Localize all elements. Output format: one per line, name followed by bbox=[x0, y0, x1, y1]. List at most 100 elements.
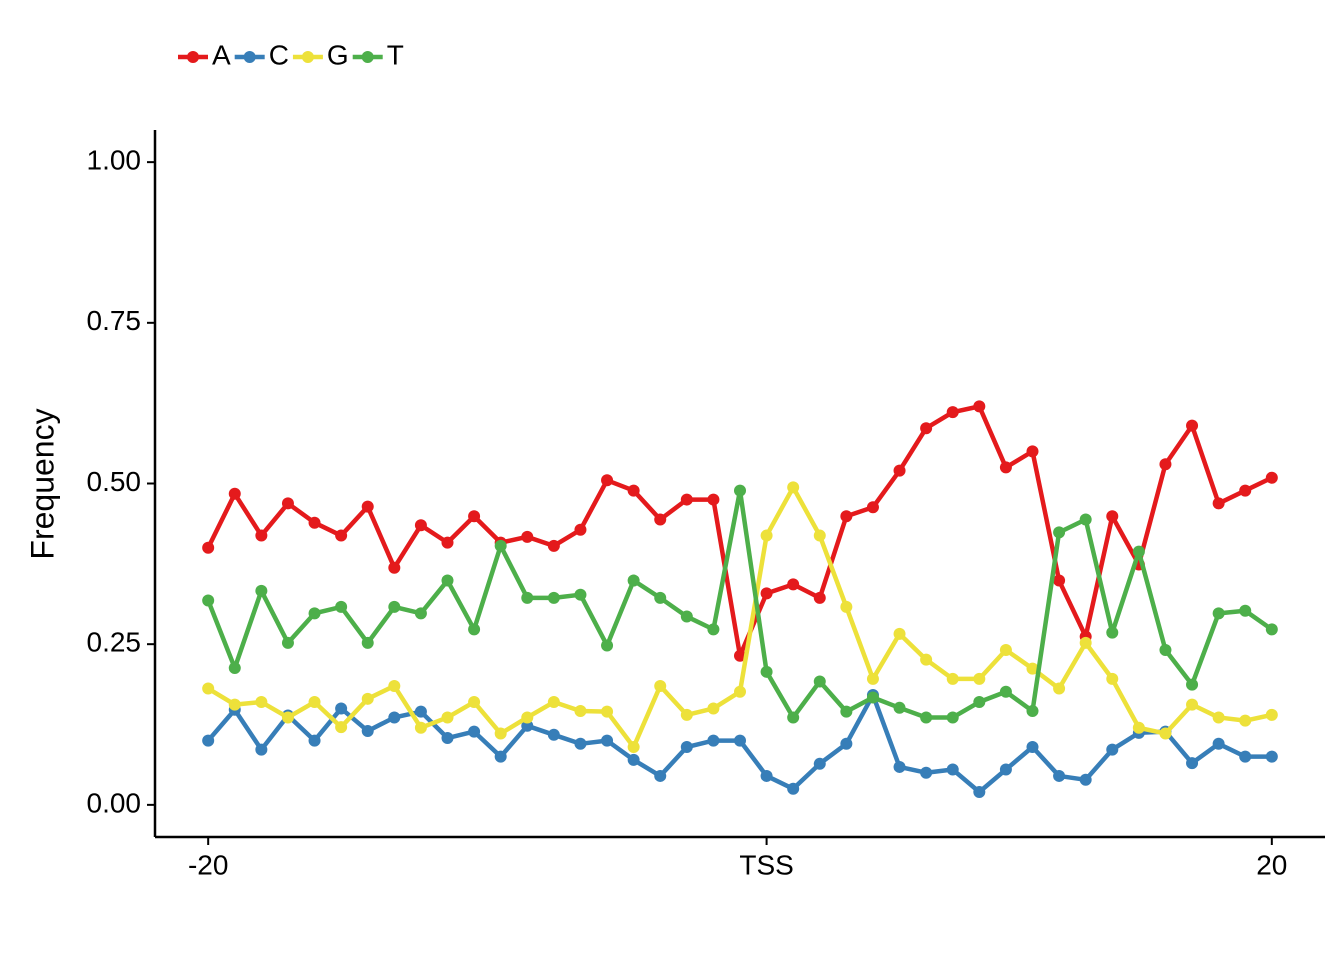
data-point bbox=[866, 501, 879, 514]
data-point bbox=[627, 753, 640, 766]
data-point bbox=[680, 610, 693, 623]
data-point bbox=[973, 786, 986, 799]
data-point bbox=[840, 600, 853, 613]
data-point bbox=[1265, 708, 1278, 721]
data-point bbox=[574, 588, 587, 601]
data-point bbox=[946, 711, 959, 724]
data-point bbox=[707, 623, 720, 636]
data-point bbox=[787, 578, 800, 591]
data-point bbox=[760, 665, 773, 678]
data-point bbox=[654, 513, 667, 526]
data-point bbox=[680, 741, 693, 754]
data-point bbox=[441, 711, 454, 724]
data-point bbox=[521, 711, 534, 724]
data-point bbox=[840, 705, 853, 718]
data-point bbox=[680, 493, 693, 506]
data-point bbox=[1026, 662, 1039, 675]
data-point bbox=[601, 474, 614, 487]
data-point bbox=[999, 461, 1012, 474]
data-point bbox=[468, 696, 481, 709]
y-axis-title: Frequency bbox=[24, 408, 60, 559]
data-point bbox=[494, 750, 507, 763]
data-point bbox=[946, 406, 959, 419]
data-point bbox=[361, 724, 374, 737]
data-point bbox=[521, 719, 534, 732]
data-point bbox=[255, 584, 268, 597]
data-point bbox=[1265, 750, 1278, 763]
data-point bbox=[734, 734, 746, 747]
data-point bbox=[1239, 750, 1252, 763]
legend-label: A bbox=[212, 39, 231, 70]
data-point bbox=[1053, 574, 1066, 587]
data-point bbox=[202, 594, 215, 607]
data-point bbox=[414, 705, 427, 718]
data-point bbox=[973, 400, 986, 413]
data-point bbox=[946, 763, 959, 776]
data-point bbox=[1106, 743, 1119, 756]
data-point bbox=[734, 685, 746, 698]
data-point bbox=[228, 661, 241, 674]
data-point bbox=[574, 737, 587, 750]
data-point bbox=[920, 653, 933, 666]
legend-marker bbox=[301, 51, 314, 63]
data-point bbox=[228, 698, 241, 711]
data-point bbox=[308, 696, 321, 709]
data-point bbox=[1106, 672, 1119, 685]
data-point bbox=[1079, 773, 1092, 786]
data-point bbox=[335, 721, 348, 734]
data-point bbox=[787, 481, 800, 494]
data-point bbox=[787, 711, 800, 724]
legend-label: T bbox=[387, 39, 404, 70]
data-point bbox=[999, 643, 1012, 656]
data-point bbox=[787, 782, 800, 795]
data-point bbox=[999, 685, 1012, 698]
data-point bbox=[574, 705, 587, 718]
data-point bbox=[281, 636, 294, 649]
data-point bbox=[813, 529, 826, 542]
data-point bbox=[707, 702, 720, 715]
data-point bbox=[441, 574, 454, 587]
data-point bbox=[813, 591, 826, 604]
x-tick-label: -20 bbox=[188, 849, 228, 880]
data-point bbox=[388, 711, 401, 724]
data-point bbox=[388, 561, 401, 574]
data-point bbox=[893, 464, 906, 477]
data-point bbox=[361, 500, 374, 513]
legend-marker bbox=[243, 51, 256, 63]
data-point bbox=[1106, 626, 1119, 639]
data-point bbox=[999, 763, 1012, 776]
data-point bbox=[1212, 497, 1225, 510]
data-point bbox=[521, 530, 534, 543]
data-point bbox=[547, 539, 560, 552]
data-point bbox=[840, 510, 853, 523]
data-point bbox=[1186, 757, 1199, 770]
data-point bbox=[627, 484, 640, 497]
data-point bbox=[627, 741, 640, 754]
data-point bbox=[414, 519, 427, 532]
data-point bbox=[973, 696, 986, 709]
data-point bbox=[1265, 623, 1278, 636]
data-point bbox=[441, 536, 454, 549]
data-point bbox=[281, 711, 294, 724]
data-point bbox=[627, 574, 640, 587]
legend-marker bbox=[361, 51, 374, 63]
data-point bbox=[707, 734, 720, 747]
data-point bbox=[601, 705, 614, 718]
data-point bbox=[1026, 741, 1039, 754]
data-point bbox=[1159, 458, 1172, 471]
data-point bbox=[441, 732, 454, 745]
data-point bbox=[893, 760, 906, 773]
data-point bbox=[308, 607, 321, 620]
data-point bbox=[1239, 484, 1252, 497]
data-point bbox=[494, 539, 507, 552]
data-point bbox=[920, 711, 933, 724]
data-point bbox=[893, 627, 906, 640]
data-point bbox=[813, 757, 826, 770]
data-point bbox=[1212, 607, 1225, 620]
data-point bbox=[654, 679, 667, 692]
data-point bbox=[468, 725, 481, 738]
data-point bbox=[202, 734, 215, 747]
data-point bbox=[1239, 604, 1252, 617]
data-point bbox=[1186, 678, 1199, 691]
